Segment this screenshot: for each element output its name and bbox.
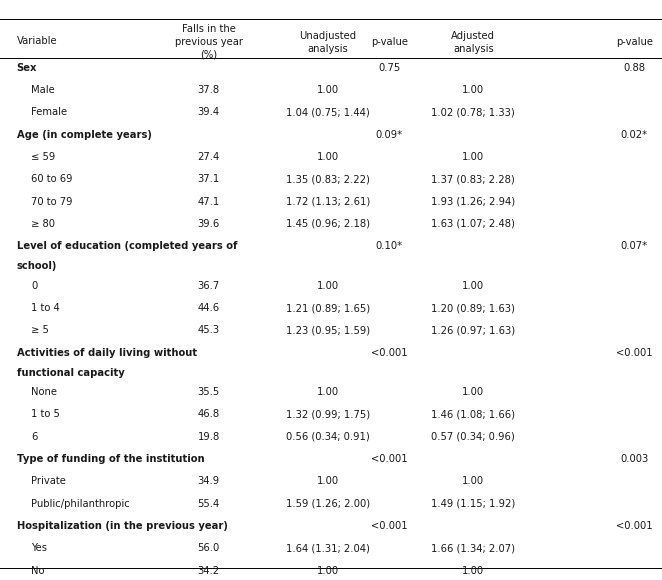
Text: 34.2: 34.2 [197,566,220,576]
Text: 0.003: 0.003 [620,454,648,464]
Text: 1.59 (1.26; 2.00): 1.59 (1.26; 2.00) [285,499,370,509]
Text: 0.75: 0.75 [378,63,401,72]
Text: p-value: p-value [371,37,408,47]
Text: 0: 0 [31,281,37,291]
Text: Public/philanthropic: Public/philanthropic [31,499,130,509]
Text: Private: Private [31,476,66,487]
Text: 1.23 (0.95; 1.59): 1.23 (0.95; 1.59) [285,325,370,335]
Text: 0.09*: 0.09* [376,129,402,140]
Text: 1 to 5: 1 to 5 [31,409,60,419]
Text: Sex: Sex [17,63,37,72]
Text: 1.21 (0.89; 1.65): 1.21 (0.89; 1.65) [285,303,370,313]
Text: 1.72 (1.13; 2.61): 1.72 (1.13; 2.61) [285,197,370,206]
Text: 1.45 (0.96; 2.18): 1.45 (0.96; 2.18) [286,219,369,229]
Text: 1.00: 1.00 [316,566,339,576]
Text: 0.10*: 0.10* [376,241,402,251]
Text: 1.20 (0.89; 1.63): 1.20 (0.89; 1.63) [432,303,515,313]
Text: 47.1: 47.1 [197,197,220,206]
Text: 35.5: 35.5 [197,387,220,397]
Text: <0.001: <0.001 [371,347,408,358]
Text: (%): (%) [200,50,217,60]
Text: 37.1: 37.1 [197,174,220,184]
Text: analysis: analysis [307,44,348,53]
Text: school): school) [17,262,57,271]
Text: 39.6: 39.6 [197,219,220,229]
Text: p-value: p-value [616,37,653,47]
Text: Female: Female [31,107,68,117]
Text: 44.6: 44.6 [197,303,220,313]
Text: 34.9: 34.9 [197,476,220,487]
Text: 0.56 (0.34; 0.91): 0.56 (0.34; 0.91) [286,432,369,442]
Text: <0.001: <0.001 [371,454,408,464]
Text: Adjusted: Adjusted [451,31,495,41]
Text: 1.00: 1.00 [462,387,485,397]
Text: None: None [31,387,57,397]
Text: ≥ 5: ≥ 5 [31,325,49,335]
Text: 1.00: 1.00 [316,387,339,397]
Text: <0.001: <0.001 [616,521,653,531]
Text: functional capacity: functional capacity [17,368,124,378]
Text: 1.00: 1.00 [316,476,339,487]
Text: 19.8: 19.8 [197,432,220,442]
Text: 56.0: 56.0 [197,543,220,553]
Text: 1.04 (0.75; 1.44): 1.04 (0.75; 1.44) [286,107,369,117]
Text: 1.00: 1.00 [316,85,339,95]
Text: Activities of daily living without: Activities of daily living without [17,347,197,358]
Text: 1.26 (0.97; 1.63): 1.26 (0.97; 1.63) [431,325,516,335]
Text: 1.49 (1.15; 1.92): 1.49 (1.15; 1.92) [431,499,516,509]
Text: 1.00: 1.00 [316,152,339,162]
Text: Type of funding of the institution: Type of funding of the institution [17,454,204,464]
Text: Age (in complete years): Age (in complete years) [17,129,152,140]
Text: No: No [31,566,44,576]
Text: 1.00: 1.00 [462,476,485,487]
Text: 0.88: 0.88 [623,63,645,72]
Text: 1.00: 1.00 [462,152,485,162]
Text: 1.35 (0.83; 2.22): 1.35 (0.83; 2.22) [286,174,369,184]
Text: 46.8: 46.8 [197,409,220,419]
Text: 37.8: 37.8 [197,85,220,95]
Text: <0.001: <0.001 [616,347,653,358]
Text: 1.02 (0.78; 1.33): 1.02 (0.78; 1.33) [432,107,515,117]
Text: Variable: Variable [17,35,57,46]
Text: 6: 6 [31,432,38,442]
Text: Yes: Yes [31,543,47,553]
Text: 1.00: 1.00 [462,566,485,576]
Text: 27.4: 27.4 [197,152,220,162]
Text: 36.7: 36.7 [197,281,220,291]
Text: 1.93 (1.26; 2.94): 1.93 (1.26; 2.94) [431,197,516,206]
Text: Falls in the: Falls in the [181,24,236,34]
Text: Level of education (completed years of: Level of education (completed years of [17,241,237,251]
Text: 0.57 (0.34; 0.96): 0.57 (0.34; 0.96) [432,432,515,442]
Text: 1.63 (1.07; 2.48): 1.63 (1.07; 2.48) [432,219,515,229]
Text: 1.66 (1.34; 2.07): 1.66 (1.34; 2.07) [432,543,515,553]
Text: 45.3: 45.3 [197,325,220,335]
Text: 1 to 4: 1 to 4 [31,303,60,313]
Text: ≥ 80: ≥ 80 [31,219,55,229]
Text: Unadjusted: Unadjusted [299,31,356,41]
Text: <0.001: <0.001 [371,521,408,531]
Text: previous year: previous year [175,37,242,47]
Text: 39.4: 39.4 [197,107,220,117]
Text: 1.32 (0.99; 1.75): 1.32 (0.99; 1.75) [285,409,370,419]
Text: ≤ 59: ≤ 59 [31,152,56,162]
Text: 0.07*: 0.07* [621,241,647,251]
Text: 1.00: 1.00 [462,85,485,95]
Text: 0.02*: 0.02* [621,129,647,140]
Text: 55.4: 55.4 [197,499,220,509]
Text: 1.00: 1.00 [462,281,485,291]
Text: 60 to 69: 60 to 69 [31,174,73,184]
Text: 1.64 (1.31; 2.04): 1.64 (1.31; 2.04) [286,543,369,553]
Text: 1.00: 1.00 [316,281,339,291]
Text: Male: Male [31,85,55,95]
Text: 1.37 (0.83; 2.28): 1.37 (0.83; 2.28) [432,174,515,184]
Text: 1.46 (1.08; 1.66): 1.46 (1.08; 1.66) [432,409,515,419]
Text: 70 to 79: 70 to 79 [31,197,73,206]
Text: analysis: analysis [453,44,494,53]
Text: Hospitalization (in the previous year): Hospitalization (in the previous year) [17,521,228,531]
